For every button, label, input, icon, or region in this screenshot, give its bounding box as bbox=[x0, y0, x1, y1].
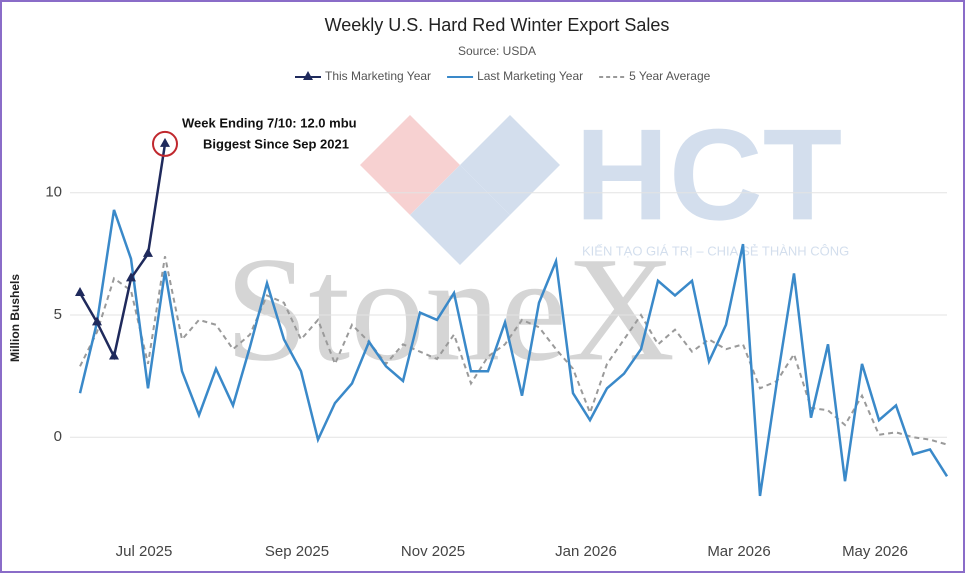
annotation: Biggest Since Sep 2021 bbox=[203, 136, 349, 151]
marker bbox=[92, 316, 102, 326]
y-tick-label: 5 bbox=[54, 306, 62, 323]
marker bbox=[126, 272, 136, 282]
highlight-circle bbox=[152, 130, 178, 157]
x-tick-label: Mar 2026 bbox=[707, 543, 770, 560]
wm-shape bbox=[360, 115, 460, 215]
chart-title: Weekly U.S. Hard Red Winter Export Sales bbox=[325, 15, 670, 35]
legend-label: This Marketing Year bbox=[325, 69, 431, 83]
legend-item: This Marketing Year bbox=[295, 69, 431, 83]
series-line bbox=[79, 256, 948, 446]
chart-subtitle: Source: USDA bbox=[458, 44, 536, 58]
series-line bbox=[78, 209, 949, 497]
legend-label: Last Marketing Year bbox=[477, 69, 583, 83]
legend-label: 5 Year Average bbox=[629, 69, 711, 83]
y-tick-label: 10 bbox=[45, 184, 62, 201]
x-tick-label: Jan 2026 bbox=[555, 543, 617, 560]
x-tick-label: May 2026 bbox=[842, 543, 908, 560]
legend-item: Last Marketing Year bbox=[447, 69, 583, 83]
legend-marker bbox=[303, 71, 313, 80]
wm-slogan: KIẾN TẠO GIÁ TRỊ – CHIA SẺ THÀNH CÔNG bbox=[582, 243, 849, 258]
wm-shape bbox=[410, 165, 510, 265]
marker bbox=[143, 247, 153, 257]
marker bbox=[75, 287, 85, 296]
marker bbox=[109, 350, 119, 360]
x-tick-label: Jul 2025 bbox=[116, 543, 173, 560]
y-axis-label: Million Bushels bbox=[8, 274, 22, 362]
y-tick-label: 0 bbox=[54, 428, 62, 445]
marker bbox=[160, 137, 170, 147]
wm-hct: HCT bbox=[575, 101, 842, 247]
wm-shape bbox=[460, 115, 560, 215]
watermark: HCT KIẾN TẠO GIÁ TRỊ – CHIA SẺ THÀNH CÔN… bbox=[225, 101, 849, 392]
wm-stonex: StoneX bbox=[225, 226, 675, 392]
legend-item: 5 Year Average bbox=[599, 69, 711, 83]
x-tick-label: Sep 2025 bbox=[265, 543, 329, 560]
annotation: Week Ending 7/10: 12.0 mbu bbox=[182, 115, 357, 130]
x-tick-label: Nov 2025 bbox=[401, 543, 465, 560]
series-line bbox=[78, 143, 167, 361]
